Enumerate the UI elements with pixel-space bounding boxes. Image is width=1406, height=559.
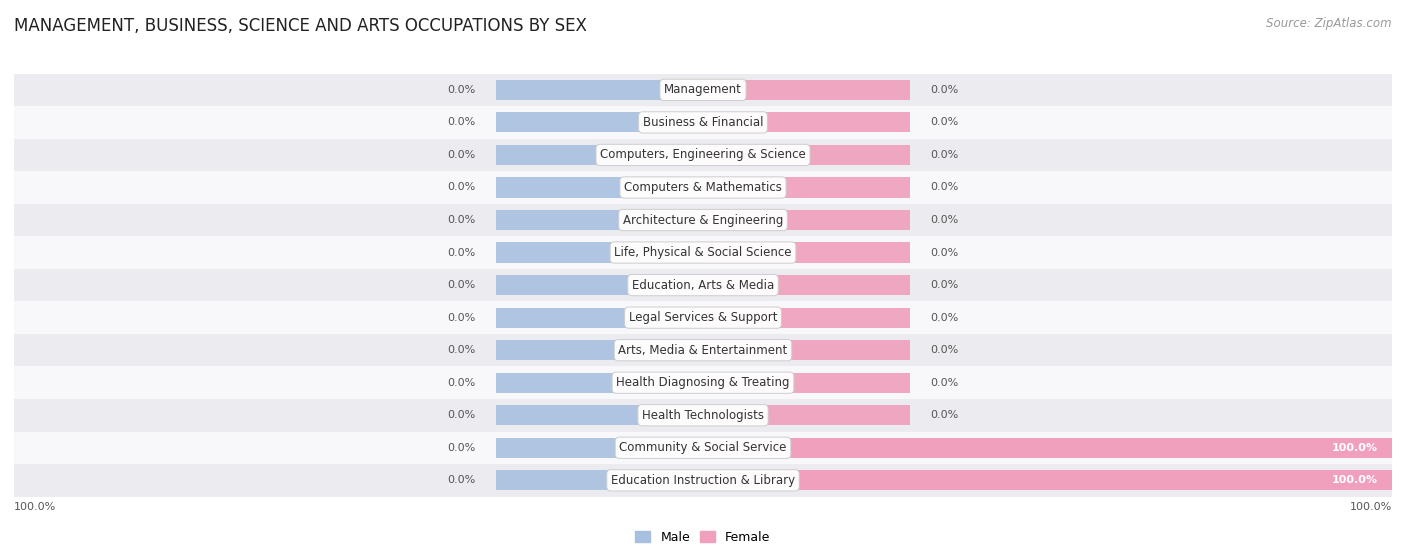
Bar [703,80,910,100]
Bar [703,438,1392,458]
Text: Computers & Mathematics: Computers & Mathematics [624,181,782,194]
Text: 0.0%: 0.0% [931,150,959,160]
Bar [496,373,703,393]
Bar [703,275,910,295]
Text: 0.0%: 0.0% [447,280,475,290]
Text: Education Instruction & Library: Education Instruction & Library [612,474,794,487]
Bar [496,243,703,263]
Text: 0.0%: 0.0% [931,117,959,127]
Text: 0.0%: 0.0% [447,182,475,192]
Text: Computers, Engineering & Science: Computers, Engineering & Science [600,149,806,162]
Text: 0.0%: 0.0% [931,345,959,355]
Bar [703,470,1392,490]
Text: Business & Financial: Business & Financial [643,116,763,129]
Text: 0.0%: 0.0% [447,312,475,323]
Text: Health Technologists: Health Technologists [643,409,763,421]
Text: 0.0%: 0.0% [447,345,475,355]
Text: 0.0%: 0.0% [447,117,475,127]
Bar [496,275,703,295]
Bar [14,269,1392,301]
Text: 0.0%: 0.0% [931,248,959,258]
Text: Legal Services & Support: Legal Services & Support [628,311,778,324]
Bar [14,236,1392,269]
Text: Source: ZipAtlas.com: Source: ZipAtlas.com [1267,17,1392,30]
Text: 0.0%: 0.0% [447,248,475,258]
Bar [14,139,1392,171]
Bar [496,112,703,132]
Text: 0.0%: 0.0% [447,378,475,388]
Bar [703,243,910,263]
Bar [703,373,910,393]
Text: 100.0%: 100.0% [1350,503,1392,513]
Text: 100.0%: 100.0% [1331,443,1378,453]
Bar [496,470,703,490]
Bar [703,340,910,360]
Text: 0.0%: 0.0% [931,312,959,323]
Bar [14,399,1392,432]
Text: 0.0%: 0.0% [447,410,475,420]
Text: Community & Social Service: Community & Social Service [619,441,787,454]
Bar [496,177,703,197]
Text: 0.0%: 0.0% [931,215,959,225]
Text: 0.0%: 0.0% [447,215,475,225]
Bar [703,307,910,328]
Bar [14,367,1392,399]
Text: Life, Physical & Social Science: Life, Physical & Social Science [614,246,792,259]
Text: 0.0%: 0.0% [447,475,475,485]
Bar [14,464,1392,496]
Text: Education, Arts & Media: Education, Arts & Media [631,278,775,292]
Bar [703,405,910,425]
Text: Health Diagnosing & Treating: Health Diagnosing & Treating [616,376,790,389]
Text: 0.0%: 0.0% [931,410,959,420]
Bar [496,307,703,328]
Text: Arts, Media & Entertainment: Arts, Media & Entertainment [619,344,787,357]
Text: 0.0%: 0.0% [931,378,959,388]
Text: 0.0%: 0.0% [931,182,959,192]
Bar [703,112,910,132]
Bar [496,438,703,458]
Text: 0.0%: 0.0% [931,280,959,290]
Text: 0.0%: 0.0% [447,85,475,95]
Bar [14,171,1392,203]
Bar [14,432,1392,464]
Bar [496,340,703,360]
Bar [14,301,1392,334]
Bar [703,210,910,230]
Bar [14,106,1392,139]
Text: 0.0%: 0.0% [931,85,959,95]
Text: 100.0%: 100.0% [14,503,56,513]
Bar [496,145,703,165]
Bar [14,74,1392,106]
Bar [496,80,703,100]
Text: 0.0%: 0.0% [447,443,475,453]
Bar [496,210,703,230]
Text: 0.0%: 0.0% [447,150,475,160]
Text: Architecture & Engineering: Architecture & Engineering [623,214,783,226]
Text: 100.0%: 100.0% [1331,475,1378,485]
Bar [703,177,910,197]
Bar [703,145,910,165]
Legend: Male, Female: Male, Female [630,526,776,549]
Bar [496,405,703,425]
Text: MANAGEMENT, BUSINESS, SCIENCE AND ARTS OCCUPATIONS BY SEX: MANAGEMENT, BUSINESS, SCIENCE AND ARTS O… [14,17,586,35]
Text: Management: Management [664,83,742,96]
Bar [14,203,1392,236]
Bar [14,334,1392,367]
